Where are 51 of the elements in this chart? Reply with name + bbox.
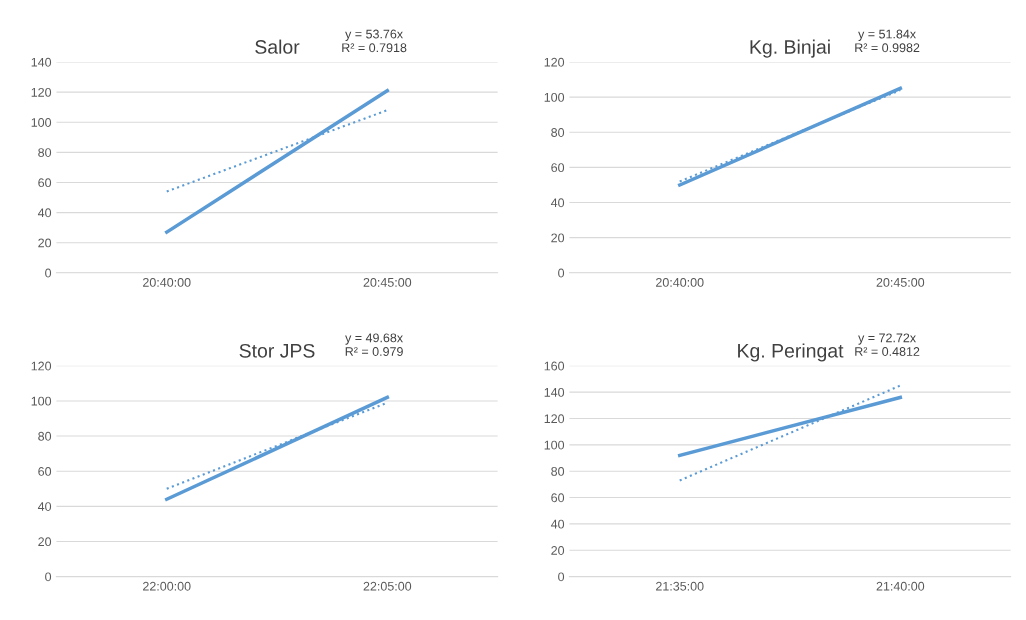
y-tick-label: 40 xyxy=(37,208,52,218)
y-tick-label: 60 xyxy=(551,163,565,173)
y-tick-label: 100 xyxy=(544,92,565,102)
text: y = 49.68x xyxy=(345,333,403,345)
y-tick-label: 100 xyxy=(31,396,52,406)
x-tick-label: 20:45:00 xyxy=(876,277,925,287)
y-tick-label: 160 xyxy=(544,361,565,371)
x-tick-label: 21:40:00 xyxy=(876,581,925,591)
x-tick-label: 20:45:00 xyxy=(363,277,412,287)
y-tick-label: 60 xyxy=(38,467,52,476)
y-tick-label: 60 xyxy=(551,493,565,503)
y-tick-label: 100 xyxy=(544,440,565,450)
y-tick-label: 40 xyxy=(550,519,565,529)
chart-title: Kg. Binjai xyxy=(750,39,830,58)
x-tick-label: 22:05:00 xyxy=(363,581,412,591)
y-tick-label: 100 xyxy=(31,118,52,127)
y-tick-label: 120 xyxy=(31,361,52,371)
text: R² = 0.4812 xyxy=(855,347,920,356)
text: y = 53.76x xyxy=(345,29,403,41)
y-tick-label: 140 xyxy=(544,387,565,397)
y-tick-label: 20 xyxy=(551,233,565,243)
y-tick-label: 0 xyxy=(45,572,52,582)
chart-title: Salor xyxy=(255,39,300,54)
y-tick-label: 80 xyxy=(551,467,565,476)
text: y = 51.84x xyxy=(858,29,916,41)
x-tick-label: 22:00:00 xyxy=(143,581,191,591)
y-tick-label: 0 xyxy=(558,572,565,582)
y-tick-label: 80 xyxy=(38,431,52,441)
text: R² = 0.979 xyxy=(345,347,403,356)
y-tick-label: 60 xyxy=(38,178,52,188)
y-tick-label: 20 xyxy=(551,546,565,555)
x-tick-label: 20:40:00 xyxy=(143,277,191,287)
y-tick-label: 120 xyxy=(544,414,565,424)
y-tick-label: 20 xyxy=(38,537,52,547)
y-tick-label: 40 xyxy=(37,502,52,511)
y-tick-label: 120 xyxy=(31,87,52,97)
y-tick-label: 40 xyxy=(550,198,565,208)
y-tick-label: 140 xyxy=(31,57,52,67)
x-tick-label: 20:40:00 xyxy=(656,277,704,287)
y-tick-label: 120 xyxy=(544,57,565,67)
y-tick-label: 0 xyxy=(45,268,52,278)
text: R² = 0.7918 xyxy=(342,43,407,53)
text: y = 72.72x xyxy=(858,333,916,345)
y-tick-label: 0 xyxy=(558,268,565,278)
chart-title: Stor JPS xyxy=(239,343,315,358)
chart-title: Kg. Peringat xyxy=(738,343,844,362)
y-tick-label: 20 xyxy=(38,238,52,248)
y-tick-label: 80 xyxy=(38,148,52,157)
x-tick-label: 21:35:00 xyxy=(656,581,704,591)
text: R² = 0.9982 xyxy=(855,43,920,53)
y-tick-label: 80 xyxy=(551,128,565,137)
